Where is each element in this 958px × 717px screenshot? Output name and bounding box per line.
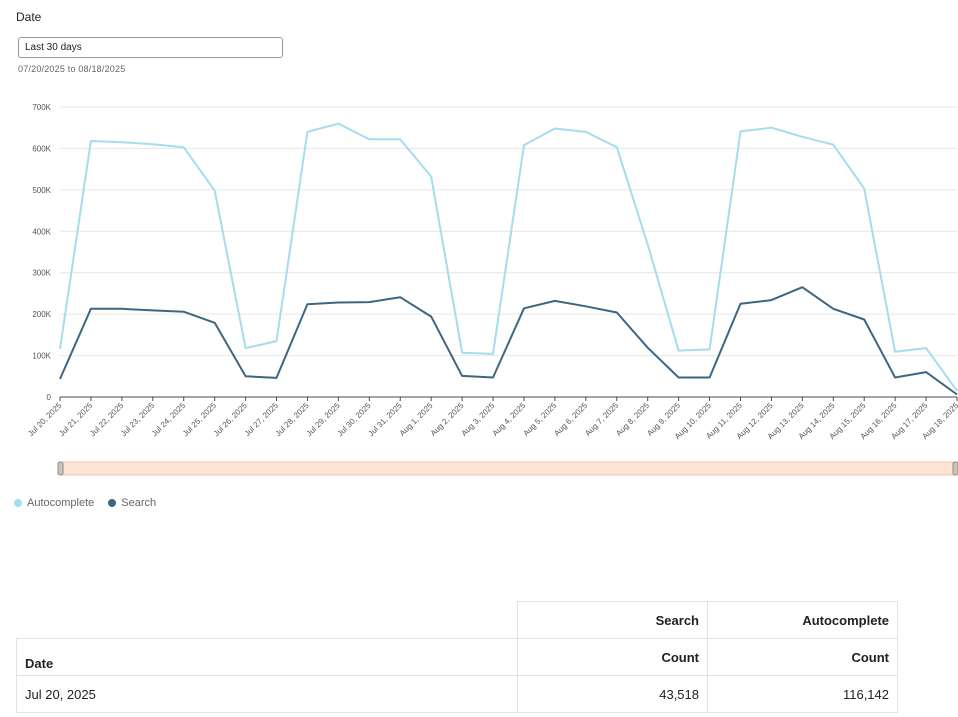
series-line-search bbox=[59, 286, 958, 396]
legend-dot-icon bbox=[14, 499, 22, 507]
legend-label: Search bbox=[121, 497, 157, 509]
column-group-autocomplete[interactable]: Autocomplete bbox=[707, 601, 898, 639]
table-row: Jul 20, 2025 43,518 116,142 bbox=[16, 675, 898, 713]
y-tick-label: 500K bbox=[32, 186, 51, 195]
y-tick-label: 600K bbox=[32, 144, 51, 153]
column-group-search[interactable]: Search bbox=[517, 601, 708, 639]
date-range-text: 07/20/2025 to 08/18/2025 bbox=[18, 64, 126, 74]
data-table: Search Autocomplete Date Count Count Jul… bbox=[16, 601, 898, 713]
range-slider-left-handle[interactable] bbox=[57, 461, 64, 476]
y-tick-label: 300K bbox=[32, 269, 51, 278]
y-tick-label: 100K bbox=[32, 352, 51, 361]
chart-legend: Autocomplete Search bbox=[14, 497, 156, 509]
series-lines bbox=[59, 122, 958, 396]
column-header-autocomplete-count[interactable]: Count bbox=[707, 638, 898, 676]
cell-autocomplete-count: 116,142 bbox=[707, 675, 898, 713]
legend-label: Autocomplete bbox=[27, 497, 95, 509]
y-tick-label: 0 bbox=[47, 393, 52, 402]
cell-search-count: 43,518 bbox=[517, 675, 708, 713]
y-axis: 0 100K 200K 300K 400K 500K 600K 700K bbox=[32, 103, 51, 402]
series-line-autocomplete bbox=[59, 122, 958, 392]
legend-item-search[interactable]: Search bbox=[108, 497, 156, 509]
y-tick-label: 200K bbox=[32, 310, 51, 319]
chart-grid bbox=[60, 106, 957, 398]
column-header-search-count[interactable]: Count bbox=[517, 638, 708, 676]
legend-item-autocomplete[interactable]: Autocomplete bbox=[14, 497, 94, 509]
line-chart: 0 100K 200K 300K 400K 500K 600K 700K Jul 20, 20… bbox=[26, 103, 958, 476]
y-tick-label: 400K bbox=[32, 227, 51, 236]
cell-date: Jul 20, 2025 bbox=[16, 675, 518, 713]
range-slider-right-handle[interactable] bbox=[952, 461, 958, 476]
y-tick-label: 700K bbox=[32, 103, 51, 112]
column-header-date[interactable]: Date bbox=[16, 638, 518, 676]
range-slider-track[interactable] bbox=[59, 461, 958, 476]
table-corner bbox=[16, 601, 518, 639]
date-range-select[interactable]: Last 30 days bbox=[18, 37, 283, 58]
date-filter-label: Date bbox=[16, 10, 42, 24]
legend-dot-icon bbox=[108, 499, 117, 507]
